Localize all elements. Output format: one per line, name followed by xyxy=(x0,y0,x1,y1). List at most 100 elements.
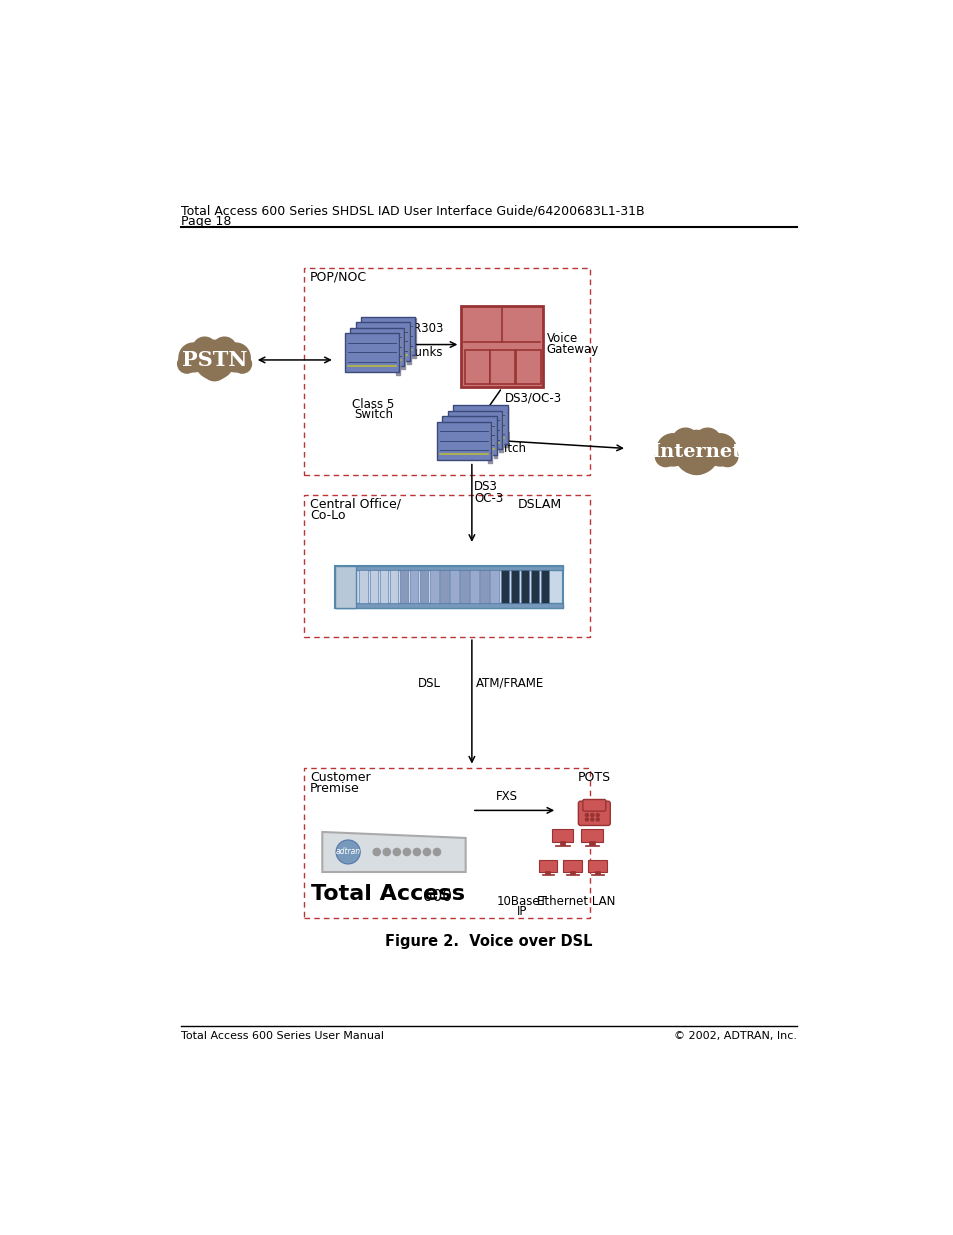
Bar xyxy=(335,566,356,608)
Bar xyxy=(335,566,562,571)
Circle shape xyxy=(585,814,588,816)
Bar xyxy=(545,871,550,874)
Bar xyxy=(555,845,569,846)
Bar xyxy=(303,495,590,637)
Text: Ethernet LAN: Ethernet LAN xyxy=(537,895,615,908)
Bar xyxy=(540,571,549,603)
FancyBboxPatch shape xyxy=(498,412,502,452)
Text: Switch: Switch xyxy=(487,442,526,454)
Bar xyxy=(500,571,509,603)
Text: Total Access: Total Access xyxy=(311,884,465,904)
Bar xyxy=(470,571,478,603)
Bar xyxy=(399,571,408,603)
Text: Gateway: Gateway xyxy=(546,342,598,356)
Text: Customer: Customer xyxy=(310,771,370,784)
Text: Central Office/: Central Office/ xyxy=(310,498,400,511)
Circle shape xyxy=(717,446,737,467)
Circle shape xyxy=(335,840,360,864)
Bar xyxy=(490,571,498,603)
Text: DSLAM: DSLAM xyxy=(517,498,561,511)
FancyBboxPatch shape xyxy=(582,799,605,811)
Text: DSL: DSL xyxy=(417,677,440,690)
Bar xyxy=(359,571,368,603)
Bar xyxy=(537,861,557,872)
FancyBboxPatch shape xyxy=(344,333,398,372)
FancyBboxPatch shape xyxy=(442,416,497,454)
Polygon shape xyxy=(322,832,465,872)
Bar xyxy=(566,874,578,876)
Circle shape xyxy=(657,433,688,466)
Circle shape xyxy=(213,337,236,361)
FancyBboxPatch shape xyxy=(488,424,492,463)
Text: 600: 600 xyxy=(418,889,452,904)
Bar xyxy=(480,571,488,603)
Circle shape xyxy=(596,818,598,821)
Bar xyxy=(379,571,388,603)
Circle shape xyxy=(179,343,208,372)
Text: adtran: adtran xyxy=(335,847,360,857)
Circle shape xyxy=(403,848,410,856)
Bar xyxy=(390,571,397,603)
Bar xyxy=(461,306,542,387)
Bar xyxy=(410,571,418,603)
Text: © 2002, ADTRAN, Inc.: © 2002, ADTRAN, Inc. xyxy=(673,1031,796,1041)
Bar xyxy=(335,603,562,608)
Circle shape xyxy=(193,337,216,361)
Bar xyxy=(464,351,489,384)
Bar xyxy=(541,874,554,876)
Circle shape xyxy=(672,429,699,454)
Bar xyxy=(559,841,565,845)
Bar xyxy=(450,571,458,603)
Bar xyxy=(589,841,594,845)
Text: Switch: Switch xyxy=(354,408,393,421)
Text: PSTN: PSTN xyxy=(182,350,247,370)
Text: FXS: FXS xyxy=(496,790,517,804)
Bar xyxy=(584,845,598,846)
Text: IP: IP xyxy=(517,905,527,918)
FancyBboxPatch shape xyxy=(436,421,491,461)
Bar xyxy=(551,829,573,842)
Text: OC-3: OC-3 xyxy=(474,492,503,505)
Circle shape xyxy=(590,818,593,821)
Bar xyxy=(570,871,575,874)
Circle shape xyxy=(694,429,720,454)
FancyBboxPatch shape xyxy=(395,335,399,374)
Text: Total Access 600 Series SHDSL IAD User Interface Guide/64200683L1-31B: Total Access 600 Series SHDSL IAD User I… xyxy=(181,205,644,217)
Text: Premise: Premise xyxy=(310,782,359,795)
Circle shape xyxy=(703,433,736,466)
Text: Voice: Voice xyxy=(546,332,578,345)
Text: Total Access 600 Series User Manual: Total Access 600 Series User Manual xyxy=(181,1031,384,1041)
Circle shape xyxy=(596,814,598,816)
Bar xyxy=(520,571,529,603)
Bar xyxy=(595,871,599,874)
FancyBboxPatch shape xyxy=(578,802,610,825)
Text: Internet: Internet xyxy=(651,443,740,462)
Bar xyxy=(562,861,581,872)
Circle shape xyxy=(413,848,420,856)
Bar xyxy=(459,571,468,603)
Bar xyxy=(369,571,377,603)
FancyBboxPatch shape xyxy=(504,406,508,447)
FancyBboxPatch shape xyxy=(453,405,507,443)
Bar xyxy=(439,571,448,603)
Circle shape xyxy=(233,354,252,373)
Text: POP/NOC: POP/NOC xyxy=(310,270,367,284)
Text: GR303: GR303 xyxy=(404,322,443,336)
Text: DS3: DS3 xyxy=(474,480,497,494)
Bar xyxy=(303,268,590,475)
Circle shape xyxy=(194,341,234,379)
Text: ATM/FRAME: ATM/FRAME xyxy=(476,677,543,690)
FancyBboxPatch shape xyxy=(401,330,405,369)
Circle shape xyxy=(383,848,390,856)
FancyBboxPatch shape xyxy=(406,324,410,364)
Text: POTS: POTS xyxy=(578,771,610,784)
Bar xyxy=(516,351,540,384)
Bar xyxy=(510,571,518,603)
Circle shape xyxy=(674,431,718,474)
Text: Figure 2.  Voice over DSL: Figure 2. Voice over DSL xyxy=(385,934,592,948)
Text: Trunks: Trunks xyxy=(404,346,442,359)
Circle shape xyxy=(177,354,196,373)
Bar xyxy=(591,874,603,876)
Circle shape xyxy=(373,848,380,856)
Bar xyxy=(580,829,602,842)
